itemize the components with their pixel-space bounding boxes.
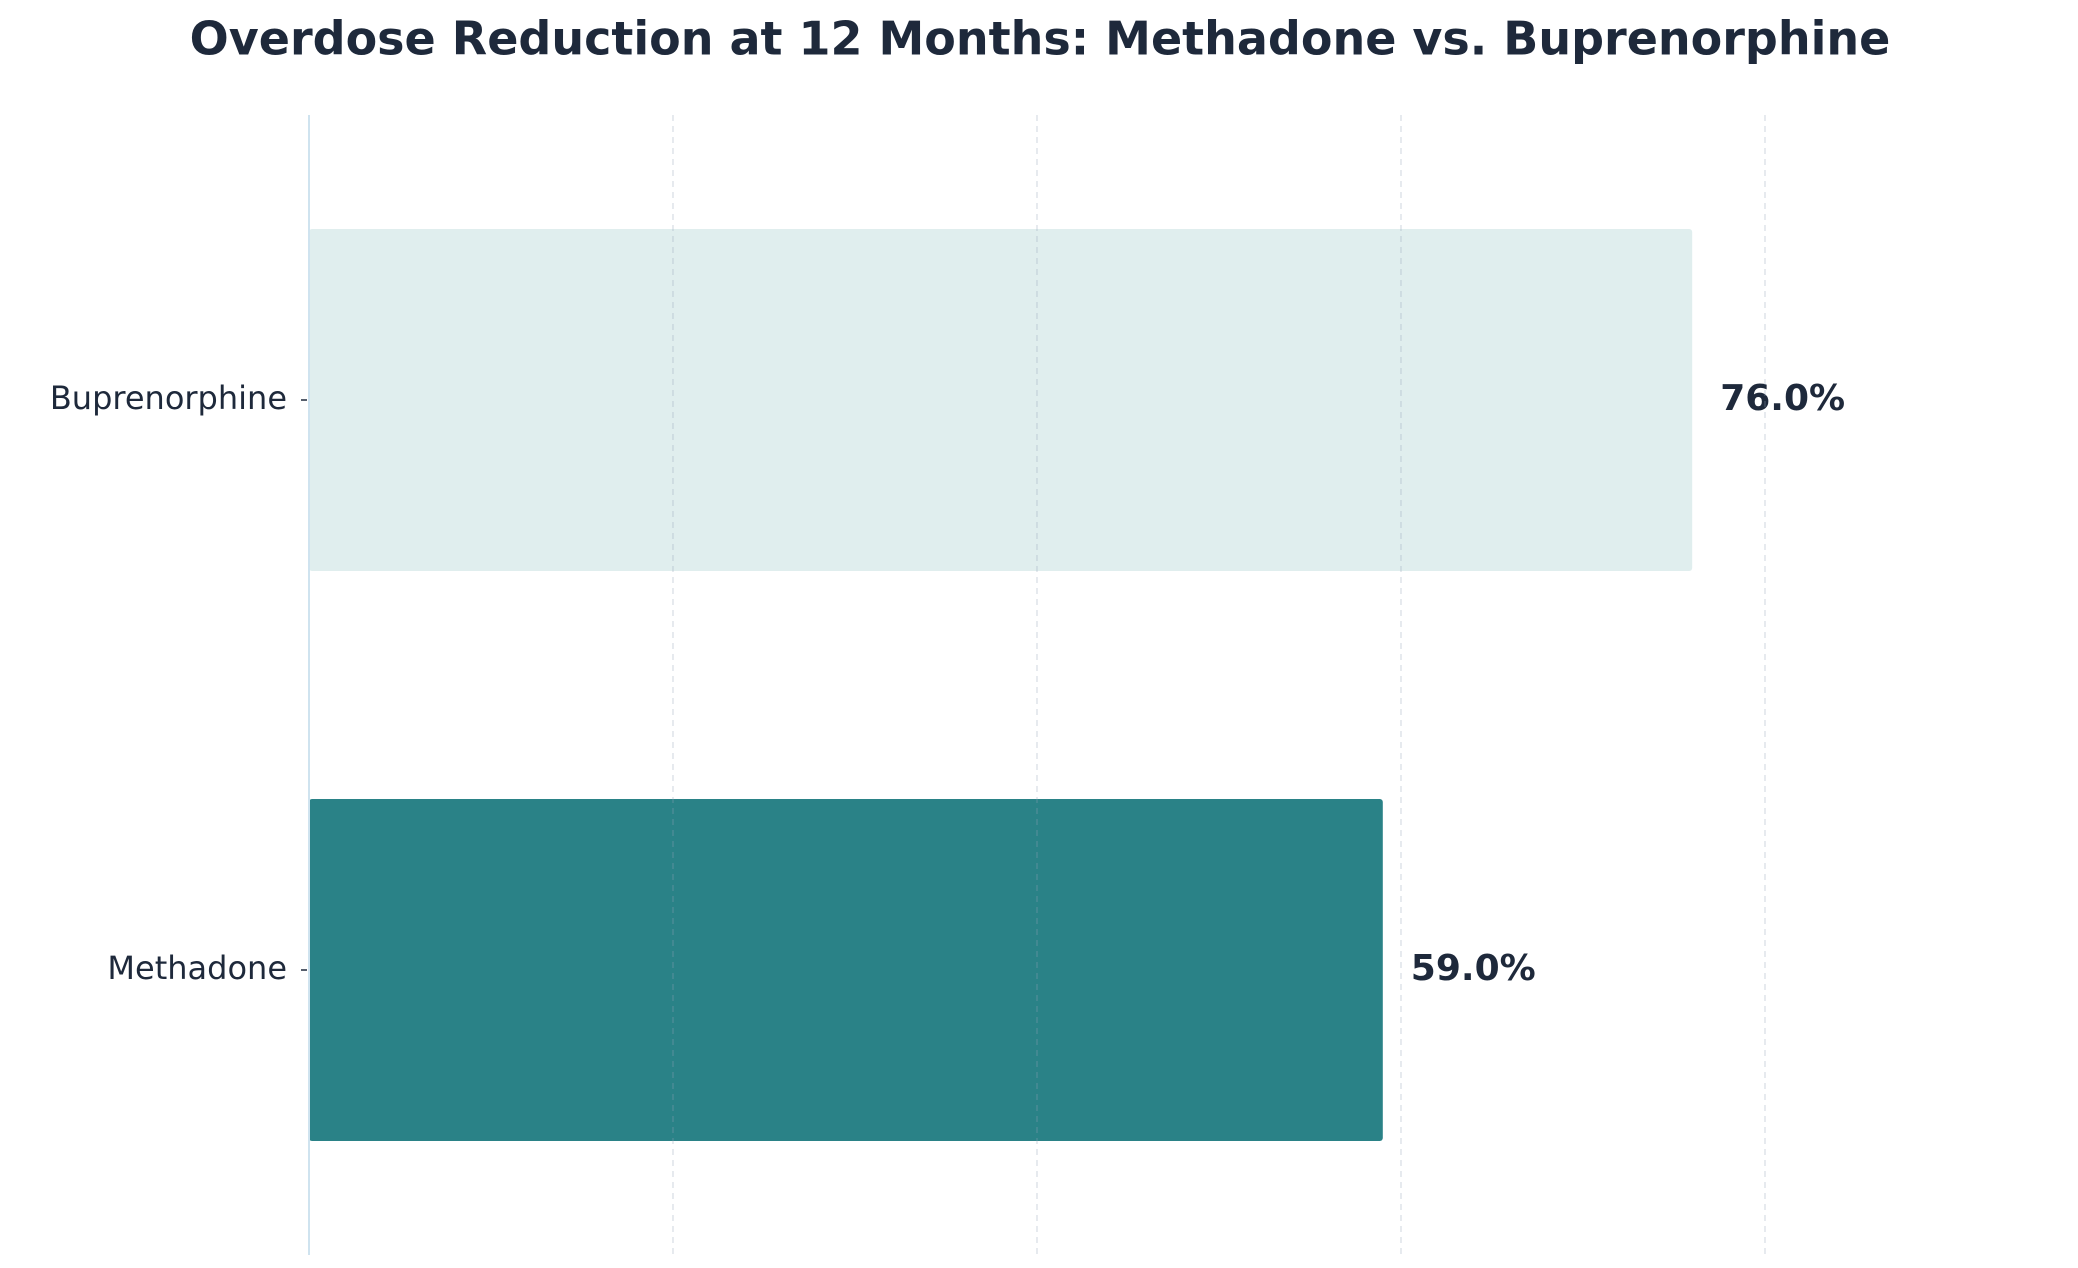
value-label: 76.0% <box>1720 378 1845 419</box>
bar <box>309 229 1693 571</box>
y-tick-label: Methadone <box>107 949 287 987</box>
chart-title: Overdose Reduction at 12 Months: Methado… <box>190 12 1891 66</box>
bar <box>309 799 1383 1141</box>
y-tick-label: Buprenorphine <box>50 379 287 417</box>
value-label: 59.0% <box>1411 948 1536 989</box>
